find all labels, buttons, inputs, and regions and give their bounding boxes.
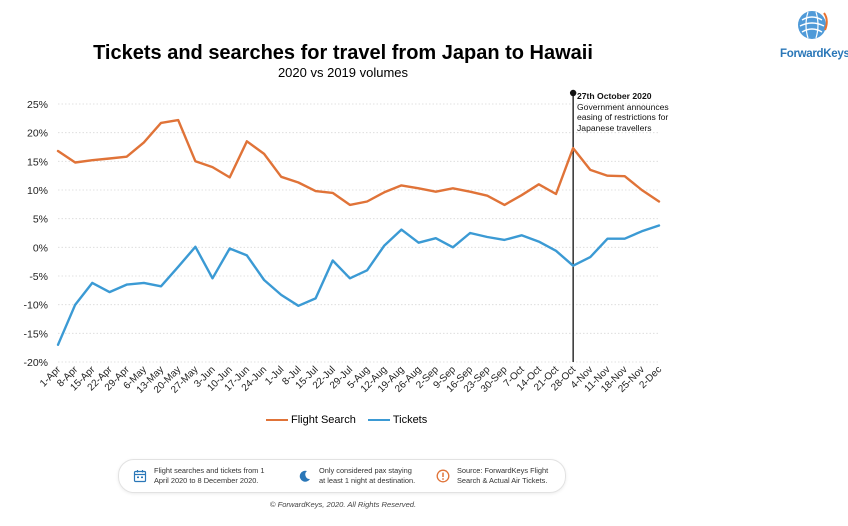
- y-tick-label: 5%: [33, 214, 48, 226]
- calendar-icon: [133, 470, 147, 483]
- legend-label: Flight Search: [291, 414, 356, 426]
- y-tick-label: 20%: [27, 128, 48, 140]
- note-date-range: Flight searches and tickets from 1 April …: [119, 466, 284, 485]
- note-source: Source: ForwardKeys Flight Search & Actua…: [422, 466, 562, 485]
- series-flight-search-line: [56, 118, 661, 207]
- exclamation-icon: [436, 469, 450, 483]
- y-tick-label: 15%: [27, 156, 48, 168]
- chart-subtitle: 2020 vs 2019 volumes: [277, 65, 409, 80]
- note-text: at least 1 night at destination.: [319, 476, 416, 485]
- copyright-footer: © ForwardKeys, 2020. All Rights Reserved…: [269, 500, 417, 509]
- brand-logo: ForwardKeys: [780, 8, 848, 60]
- event-annotation: 27th October 2020 Government announces e…: [577, 91, 669, 133]
- event-marker: [569, 89, 577, 97]
- note-text: Source: ForwardKeys Flight: [457, 466, 549, 476]
- note-text: Flight searches and tickets from 1: [154, 466, 265, 476]
- y-tick-label: -10%: [23, 300, 48, 312]
- series-tickets-line: [56, 224, 661, 346]
- annotation-line: easing of restrictions for: [577, 112, 669, 123]
- globe-icon: [798, 11, 828, 39]
- note-text: Search & Actual Air Tickets.: [457, 476, 548, 485]
- notes-panel: Flight searches and tickets from 1 April …: [118, 459, 566, 493]
- annotation-line: Japanese travellers: [577, 122, 652, 133]
- y-tick-label: 25%: [27, 99, 48, 111]
- chart-legend: Flight Search Tickets: [266, 414, 439, 426]
- legend-label: Tickets: [392, 414, 428, 426]
- moon-icon: [299, 470, 310, 482]
- legend-swatch: [367, 419, 390, 421]
- chart-title: Tickets and searches for travel from Jap…: [93, 42, 593, 64]
- brand-name: ForwardKeys: [780, 48, 848, 60]
- annotation-line: Government announces: [577, 101, 669, 112]
- legend-item-flight-search: Flight Search: [266, 414, 356, 426]
- note-stay-rule: Only considered pax staying at least 1 ni…: [284, 466, 422, 485]
- legend-item-tickets: Tickets: [367, 414, 428, 426]
- y-tick-label: 0%: [33, 242, 48, 254]
- annotation-date: 27th October 2020: [577, 91, 652, 101]
- legend-swatch: [266, 419, 288, 421]
- y-tick-label: 10%: [27, 185, 48, 197]
- y-tick-label: -5%: [29, 271, 48, 283]
- y-tick-label: -15%: [23, 328, 48, 340]
- y-tick-label: -20%: [23, 357, 48, 369]
- note-text: Only considered pax staying: [319, 466, 412, 476]
- note-text: April 2020 to 8 December 2020.: [154, 476, 259, 485]
